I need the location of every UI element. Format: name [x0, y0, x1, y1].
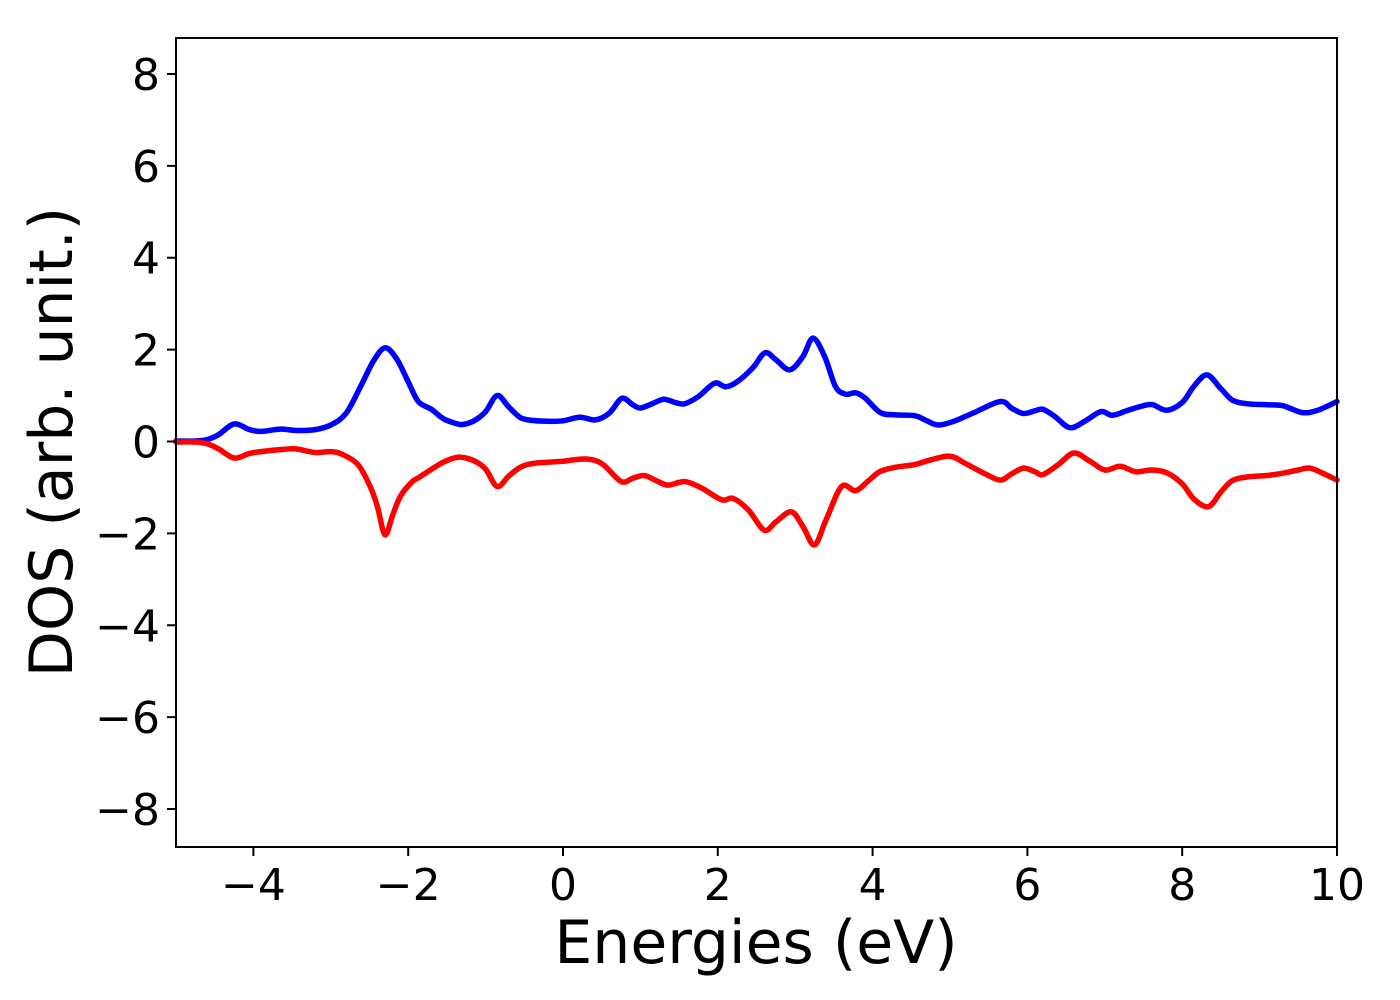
x-tick-label: 8 — [1168, 860, 1196, 911]
y-tick-label: 4 — [132, 234, 160, 285]
y-tick-label: −2 — [95, 509, 160, 560]
y-tick-label: −6 — [95, 693, 160, 744]
x-tick-label: 0 — [549, 860, 577, 911]
y-tick-label: 0 — [132, 418, 160, 469]
y-tick-label: −4 — [95, 601, 160, 652]
x-tick-label: 4 — [859, 860, 887, 911]
y-tick-label: 8 — [132, 50, 160, 101]
blue-curve-spin-up-dos — [173, 335, 1340, 444]
y-tick-label: 2 — [132, 326, 160, 377]
x-tick-label: −4 — [221, 860, 286, 911]
red-curve-spin-down-dos — [173, 439, 1340, 548]
y-tick-label: −8 — [95, 785, 160, 836]
x-tick-label: −2 — [376, 860, 441, 911]
tick-labels-layer: −4 −2 0 2 4 6 8 10 −8 −6 −4 −2 0 2 4 6 8 — [95, 50, 1365, 911]
curves-layer — [173, 335, 1340, 548]
ticks-layer — [167, 72, 1338, 856]
x-tick-label: 6 — [1013, 860, 1041, 911]
y-axis-label: DOS (arb. unit.) — [17, 207, 87, 677]
plot-area-border — [175, 37, 1338, 848]
x-tick-label: 2 — [704, 860, 732, 911]
x-tick-label: 10 — [1309, 860, 1365, 911]
y-tick-label: 6 — [132, 142, 160, 193]
x-axis-label: Energies (eV) — [554, 908, 957, 978]
